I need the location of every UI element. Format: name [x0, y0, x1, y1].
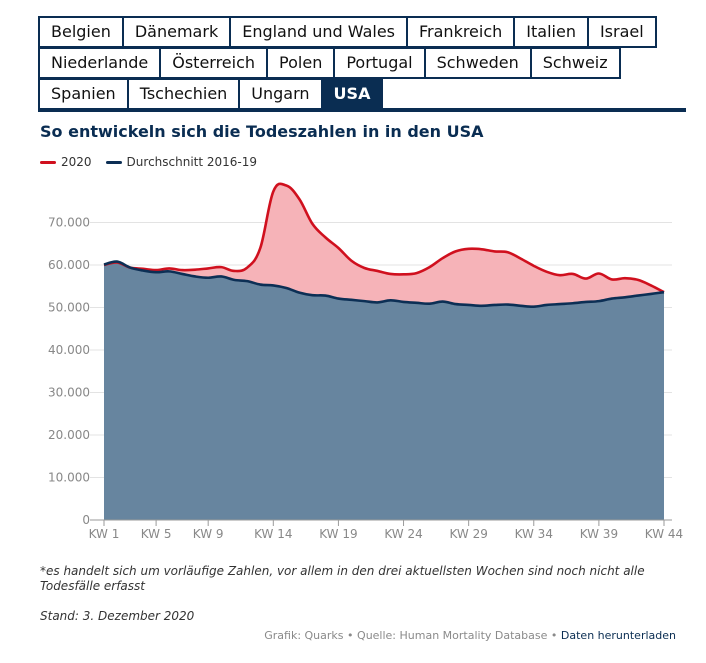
x-tick-label: KW 39	[580, 527, 618, 541]
tab-schweden[interactable]: Schweden	[423, 47, 532, 79]
x-tick-label: KW 29	[449, 527, 487, 541]
mortality-chart: 0 10.000 20.000 30.000 40.000 50.000 60.000 70.…	[48, 182, 683, 541]
tab-belgien[interactable]: Belgien	[38, 16, 124, 48]
tab-row: Niederlande Österreich Polen Portugal Schwed…	[38, 47, 686, 79]
tab-niederlande[interactable]: Niederlande	[38, 47, 162, 79]
separator-dot: •	[347, 629, 354, 642]
area-average	[104, 261, 664, 520]
tab-polen[interactable]: Polen	[266, 47, 336, 79]
x-tick-label: KW 1	[89, 527, 120, 541]
tab-portugal[interactable]: Portugal	[333, 47, 426, 79]
legend-label-average: Durchschnitt 2016-19	[126, 155, 258, 169]
separator-dot: •	[550, 629, 558, 642]
y-tick-label: 10.000	[48, 471, 90, 485]
tab-england-und-wales[interactable]: England und Wales	[229, 16, 408, 48]
footer: Grafik: Quarks • Quelle: Human Mortality…	[264, 629, 676, 642]
date-stamp: Stand: 3. Dezember 2020	[40, 609, 195, 623]
y-tick-label: 40.000	[48, 343, 90, 357]
tab-ungarn[interactable]: Ungarn	[238, 78, 323, 110]
x-tick-label: KW 19	[319, 527, 357, 541]
line-2020	[103, 182, 665, 294]
line-average	[103, 260, 665, 308]
tab-israel[interactable]: Israel	[586, 16, 657, 48]
x-tick-label: KW 14	[254, 527, 292, 541]
footnote: *es handelt sich um vorläufige Zahlen, v…	[40, 564, 645, 593]
x-tick-label: KW 5	[141, 527, 172, 541]
y-tick-label: 0	[82, 513, 90, 527]
tab-usa[interactable]: USA	[320, 78, 384, 110]
y-tick-label: 50.000	[48, 301, 90, 315]
x-tick-label: KW 9	[193, 527, 224, 541]
y-tick-label: 70.000	[48, 216, 90, 230]
legend-item-average[interactable]: Durchschnitt 2016-19	[105, 155, 258, 169]
y-tick-label: 20.000	[48, 428, 90, 442]
tab-row: Belgien Dänemark England und Wales Frankrei…	[38, 16, 686, 48]
source-text: Quelle: Human Mortality Database	[357, 629, 548, 642]
y-tick-label: 60.000	[48, 258, 90, 272]
y-tick-label: 30.000	[48, 386, 90, 400]
tab-underline	[38, 108, 686, 112]
legend-label-2020: 2020	[61, 155, 92, 169]
tab-tschechien[interactable]: Tschechien	[126, 78, 241, 110]
legend-swatch-2020	[40, 160, 56, 164]
x-tick-label: KW 24	[384, 527, 422, 541]
legend-item-2020[interactable]: 2020	[40, 155, 92, 169]
x-tick-label: KW 44	[645, 527, 683, 541]
chart-title: So entwickeln sich die Todeszahlen in in…	[40, 122, 484, 141]
download-data-link[interactable]: Daten herunterladen	[560, 629, 676, 642]
tab-schweiz[interactable]: Schweiz	[529, 47, 621, 79]
chart-legend: 2020 Durchschnitt 2016-19	[40, 155, 271, 169]
credit-text: Grafik: Quarks	[264, 629, 344, 642]
tab-italien[interactable]: Italien	[513, 16, 589, 48]
tab-spanien[interactable]: Spanien	[38, 78, 129, 110]
country-tabs: Belgien Dänemark England und Wales Frankrei…	[38, 16, 686, 110]
tab-dänemark[interactable]: Dänemark	[121, 16, 232, 48]
legend-swatch-average	[105, 160, 122, 164]
tab-row: Spanien Tschechien Ungarn USA	[38, 78, 686, 110]
tab-österreich[interactable]: Österreich	[159, 47, 269, 79]
tab-frankreich[interactable]: Frankreich	[406, 16, 516, 48]
x-tick-label: KW 34	[515, 527, 553, 541]
